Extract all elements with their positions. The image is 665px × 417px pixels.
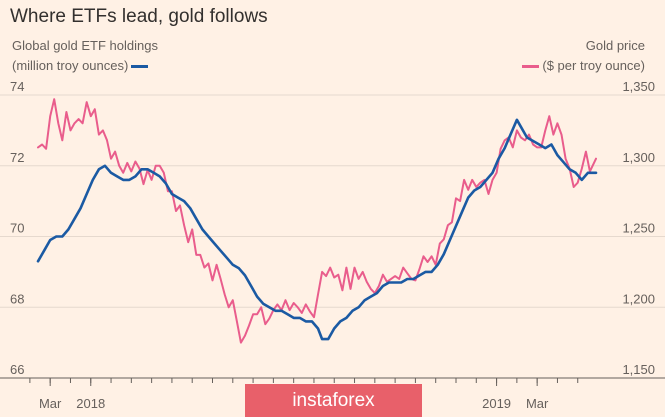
- left-axis-label-line1: Global gold ETF holdings: [12, 38, 158, 53]
- right-axis-label-line1: Gold price: [585, 38, 645, 53]
- right-axis-tick-label: 1,300: [622, 150, 655, 165]
- left-axis-label-text: (million troy ounces): [12, 58, 129, 73]
- instaforex-watermark: instaforex: [245, 384, 422, 417]
- left-axis-tick-label: 68: [10, 291, 24, 306]
- right-axis-tick-label: 1,150: [622, 362, 655, 377]
- x-axis-tick-label: 2019: [482, 396, 511, 411]
- right-axis-tick-label: 1,200: [622, 291, 655, 306]
- gold-price-line: [37, 98, 597, 344]
- chart-title: Where ETFs lead, gold follows: [10, 6, 268, 27]
- right-axis-label-text: ($ per troy ounce): [542, 58, 645, 73]
- left-axis-tick-label: 66: [10, 362, 24, 377]
- left-axis-label-line2: (million troy ounces): [12, 58, 151, 74]
- left-axis-tick-label: 72: [10, 150, 24, 165]
- x-axis-tick-label: Mar: [39, 396, 62, 411]
- left-axis-ticks: 74 72 70 68 66: [10, 79, 24, 377]
- etf-legend-swatch: [131, 65, 149, 69]
- left-axis-tick-label: 74: [10, 79, 24, 94]
- x-axis-tick-label: 2018: [76, 396, 105, 411]
- left-axis-tick-label: 70: [10, 221, 24, 236]
- right-axis-ticks: 1,350 1,300 1,250 1,200 1,150: [622, 79, 655, 377]
- gridlines: [0, 94, 665, 379]
- right-axis-label-line2: ($ per troy ounce): [519, 58, 645, 74]
- series-lines: [36, 98, 598, 344]
- right-axis-tick-label: 1,250: [622, 221, 655, 236]
- etf-holdings-line: [36, 118, 598, 341]
- right-axis-tick-label: 1,350: [622, 79, 655, 94]
- gold-price-legend-swatch: [522, 65, 540, 69]
- x-axis-ticks: Mar 2018 2019 Mar: [29, 378, 579, 411]
- x-axis-tick-label: Mar: [526, 396, 549, 411]
